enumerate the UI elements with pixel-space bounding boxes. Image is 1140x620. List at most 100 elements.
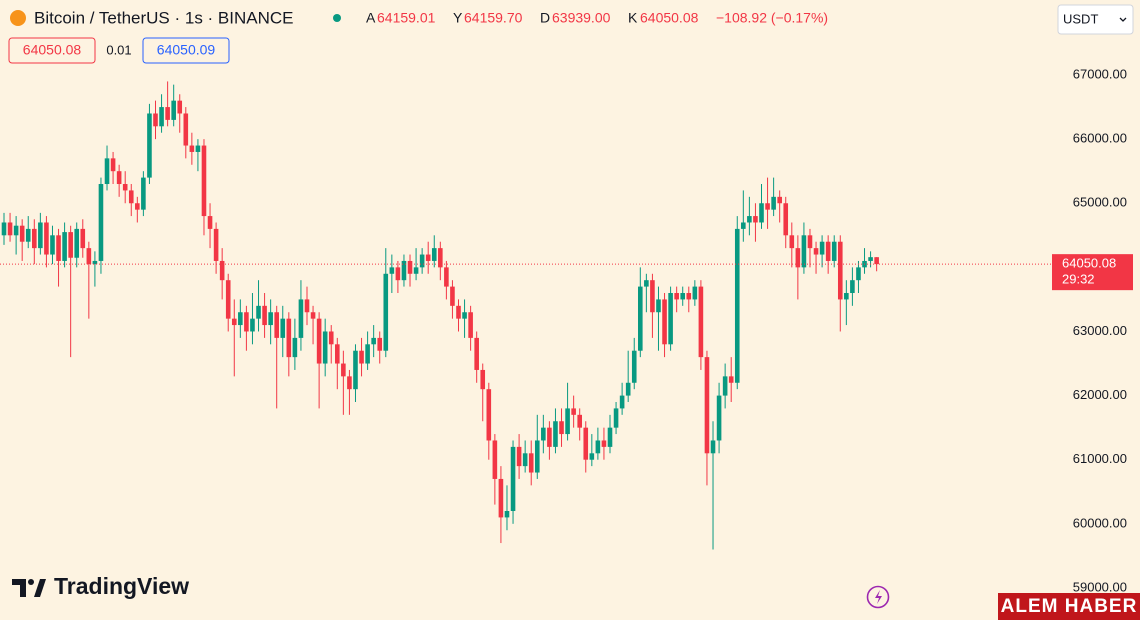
candle-body bbox=[86, 248, 92, 265]
candle-body bbox=[462, 312, 467, 319]
candle-body bbox=[413, 267, 419, 274]
candle-body bbox=[522, 453, 528, 467]
candle-body bbox=[668, 293, 673, 345]
countdown: 29:32 bbox=[1062, 272, 1095, 287]
candle-body bbox=[850, 280, 855, 294]
candle-body bbox=[686, 293, 692, 300]
plot: 59000.00 60000.00 61000.00 62000.00 63000.00… bbox=[0, 66, 1133, 594]
candle-body bbox=[335, 344, 340, 364]
candle-body bbox=[56, 235, 61, 261]
candle-body bbox=[310, 312, 316, 319]
candle-body bbox=[819, 241, 825, 255]
candle-body bbox=[147, 113, 152, 178]
y-tick-label: 65000.00 bbox=[1073, 195, 1127, 210]
candle-body bbox=[571, 408, 576, 415]
candle-body bbox=[135, 203, 140, 210]
tv-logo-icon bbox=[12, 579, 46, 597]
candle-body bbox=[825, 241, 831, 261]
candle-body bbox=[789, 235, 795, 249]
ohlc-label: A bbox=[366, 10, 376, 26]
y-tick-label: 66000.00 bbox=[1073, 131, 1127, 146]
candle-body bbox=[244, 312, 249, 332]
candle-body bbox=[638, 286, 643, 351]
candle-body bbox=[595, 440, 601, 454]
candle-body bbox=[704, 357, 710, 454]
candle-body bbox=[795, 248, 801, 268]
candle-body bbox=[256, 305, 261, 319]
candle-body bbox=[110, 158, 116, 172]
candle-body bbox=[153, 113, 158, 127]
candle-body bbox=[553, 421, 558, 447]
candle-body bbox=[389, 267, 395, 274]
candle-body bbox=[365, 344, 370, 364]
candle-body bbox=[534, 440, 540, 473]
candle-body bbox=[777, 196, 782, 204]
candle-body bbox=[377, 337, 383, 351]
candle-body bbox=[474, 337, 479, 370]
candle-body bbox=[141, 177, 146, 210]
y-tick-label: 59000.00 bbox=[1073, 579, 1127, 594]
symbol: Bitcoin / TetherUS · 1s · BINANCE bbox=[34, 8, 294, 27]
candle-body bbox=[613, 408, 619, 428]
candle-body bbox=[753, 216, 758, 223]
candle-body bbox=[874, 257, 879, 265]
candle-body bbox=[238, 312, 243, 326]
watermark: ALEM HABER bbox=[1001, 596, 1138, 617]
candle-body bbox=[480, 369, 486, 390]
candle-body bbox=[280, 318, 286, 338]
ohlc-value: 64159.70 bbox=[464, 10, 523, 26]
candle-body bbox=[316, 318, 322, 364]
y-tick-label: 62000.00 bbox=[1073, 387, 1127, 402]
candle-body bbox=[80, 228, 86, 249]
candle-body bbox=[38, 222, 43, 249]
candle-body bbox=[401, 260, 407, 281]
candle-body bbox=[171, 100, 176, 120]
candle-body bbox=[837, 241, 843, 300]
ohlc-value: 64159.01 bbox=[377, 10, 436, 26]
candle-body bbox=[304, 299, 310, 313]
candle-body bbox=[32, 228, 37, 249]
candle-body bbox=[262, 305, 267, 326]
candle-body bbox=[589, 453, 595, 460]
buy-price[interactable]: 64050.09 bbox=[157, 42, 216, 58]
candle-body bbox=[268, 312, 273, 326]
candle-body bbox=[644, 280, 649, 287]
candle-body bbox=[122, 184, 128, 191]
currency[interactable]: USDT bbox=[1063, 11, 1098, 26]
candle-body bbox=[559, 421, 564, 435]
candle-body bbox=[674, 293, 679, 300]
ohlc-label: D bbox=[540, 10, 550, 26]
candle-body bbox=[19, 225, 25, 242]
candle-body bbox=[250, 318, 255, 332]
candle-body bbox=[801, 235, 807, 268]
coin-icon bbox=[10, 10, 26, 26]
candle-body bbox=[395, 267, 401, 281]
change: −108.92 (−0.17%) bbox=[716, 10, 828, 26]
candle-body bbox=[322, 331, 328, 364]
candle-body bbox=[219, 260, 225, 281]
ohlc-label: K bbox=[628, 10, 638, 26]
candle-body bbox=[25, 228, 31, 242]
sell-price[interactable]: 64050.08 bbox=[23, 42, 82, 58]
candle-body bbox=[68, 232, 73, 258]
candle-body bbox=[328, 331, 334, 345]
currency-select[interactable] bbox=[1057, 4, 1134, 35]
ohlc-value: 63939.00 bbox=[552, 10, 611, 26]
candle-body bbox=[619, 395, 625, 409]
candle-body bbox=[547, 427, 552, 447]
candle-body bbox=[347, 376, 352, 390]
candle-body bbox=[565, 408, 570, 435]
candle-body bbox=[456, 305, 461, 319]
sell-box[interactable] bbox=[8, 37, 96, 64]
lightning-button[interactable] bbox=[866, 585, 890, 609]
candle-body bbox=[607, 427, 613, 447]
candle-body bbox=[425, 254, 431, 261]
candle-body bbox=[716, 395, 722, 441]
candle-body bbox=[371, 337, 376, 345]
price-label-box bbox=[1052, 254, 1133, 291]
buy-box[interactable] bbox=[142, 37, 230, 64]
candle-body bbox=[13, 225, 19, 236]
